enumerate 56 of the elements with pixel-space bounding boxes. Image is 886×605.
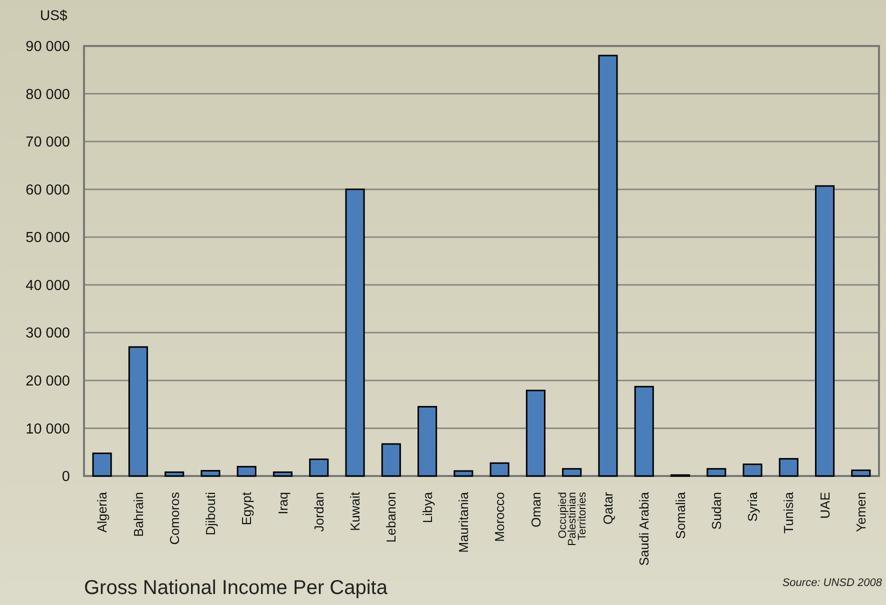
x-tick-label: UAE [817,492,832,519]
y-tick-label: 70 000 [26,134,70,151]
x-tick-label: Morocco [492,492,508,542]
x-tick-label: Libya [420,491,435,524]
x-tick-label: Bahrain [130,492,146,537]
x-tick-label: Comoros [166,492,182,545]
y-tick-label: 50 000 [26,230,70,246]
y-tick-label: 30 000 [26,326,70,342]
bar [164,471,184,477]
x-tick-label: Djibouti [203,492,218,536]
y-tick-label: 90 000 [26,39,70,56]
bar [815,185,835,477]
source-note: Source: UNSD 2008 [782,577,883,589]
x-tick-label: Oman [528,492,544,528]
bar [706,468,726,477]
bar [236,466,256,477]
bar [598,54,618,477]
bar [526,390,546,477]
x-tick-label: Syria [745,491,760,522]
y-tick-label: 10 000 [26,421,70,438]
bar [345,188,365,477]
bar [634,386,654,477]
bar [381,443,401,477]
bar [851,470,871,477]
y-tick-label: 60 000 [26,182,70,198]
y-tick-label: 20 000 [26,374,70,390]
text: Gross National Income Per Capita [84,577,388,599]
y-tick-label: 80 000 [26,86,70,103]
bar [92,452,112,477]
y-tick-label: 40 000 [26,278,70,294]
x-tick-label: Jordan [311,492,326,532]
bar [742,464,762,477]
x-tick-label: Qatar [600,491,616,525]
x-tick-label: Mauritania [456,491,471,553]
y-tick-label: 0 [62,469,70,486]
bar [418,406,438,477]
x-tick-label: Saudi Arabia [636,491,652,566]
x-tick-label: Occupied Palestinian Territories [556,492,589,546]
x-tick-label: Somalia [672,491,688,539]
bar [200,470,220,477]
x-tick-label: Kuwait [348,492,363,532]
bar [490,462,510,477]
x-tick-label: Yemen [853,492,868,532]
bar [562,468,582,477]
bar [309,458,329,477]
x-tick-label: Egypt [239,492,254,526]
y-axis-title: US$ [40,7,68,23]
x-tick-label: Sudan [708,492,724,530]
x-tick-label: Algeria [94,491,110,532]
x-tick-label: Iraq [275,492,290,514]
x-tick-label: Tunisia [781,491,796,534]
bar [454,470,474,477]
bar [272,471,293,477]
x-tick-label: Lebanon [384,492,399,543]
bar [128,346,148,477]
bar [778,458,798,477]
